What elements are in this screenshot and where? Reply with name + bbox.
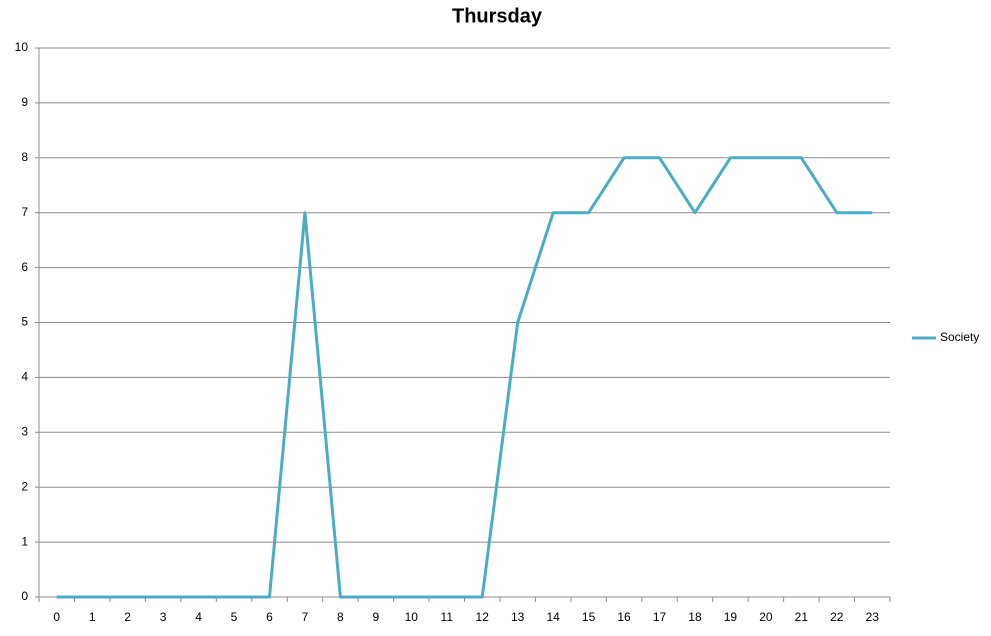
y-tick-label: 4 [21,370,28,384]
y-tick-label: 0 [21,589,28,603]
y-tick-label: 8 [21,150,28,164]
x-tick-label: 3 [160,610,167,624]
y-tick-label: 6 [21,260,28,274]
y-tick-label: 9 [21,95,28,109]
x-tick-label: 9 [373,610,380,624]
x-tick-label: 12 [476,610,490,624]
x-tick-label: 5 [231,610,238,624]
x-tick-label: 17 [653,610,667,624]
x-tick-label: 16 [617,610,631,624]
x-tick-label: 2 [124,610,131,624]
x-tick-label: 14 [546,610,560,624]
x-tick-label: 4 [195,610,202,624]
x-tick-label: 11 [441,610,454,624]
x-tick-label: 19 [724,610,738,624]
x-tick-label: 0 [53,610,60,624]
x-tick-label: 20 [759,610,773,624]
chart-title: Thursday [452,5,543,27]
x-tick-label: 6 [266,610,273,624]
x-tick-label: 7 [302,610,309,624]
x-tick-label: 10 [405,610,419,624]
x-tick-label: 13 [511,610,525,624]
y-tick-label: 1 [21,534,28,548]
y-tick-label: 5 [21,315,28,329]
x-tick-label: 18 [688,610,702,624]
y-tick-label: 7 [21,205,28,219]
data-line [56,156,873,599]
legend-label: Society [940,330,979,344]
x-tick-label: 21 [795,610,809,624]
x-tick-label: 23 [866,610,880,624]
x-tick-label: 15 [582,610,596,624]
y-tick-label: 10 [15,40,29,54]
x-tick-label: 22 [830,610,844,624]
y-tick-label: 2 [21,479,28,493]
y-tick-label: 3 [21,424,28,438]
x-tick-label: 1 [89,610,96,624]
x-tick-label: 8 [337,610,344,624]
